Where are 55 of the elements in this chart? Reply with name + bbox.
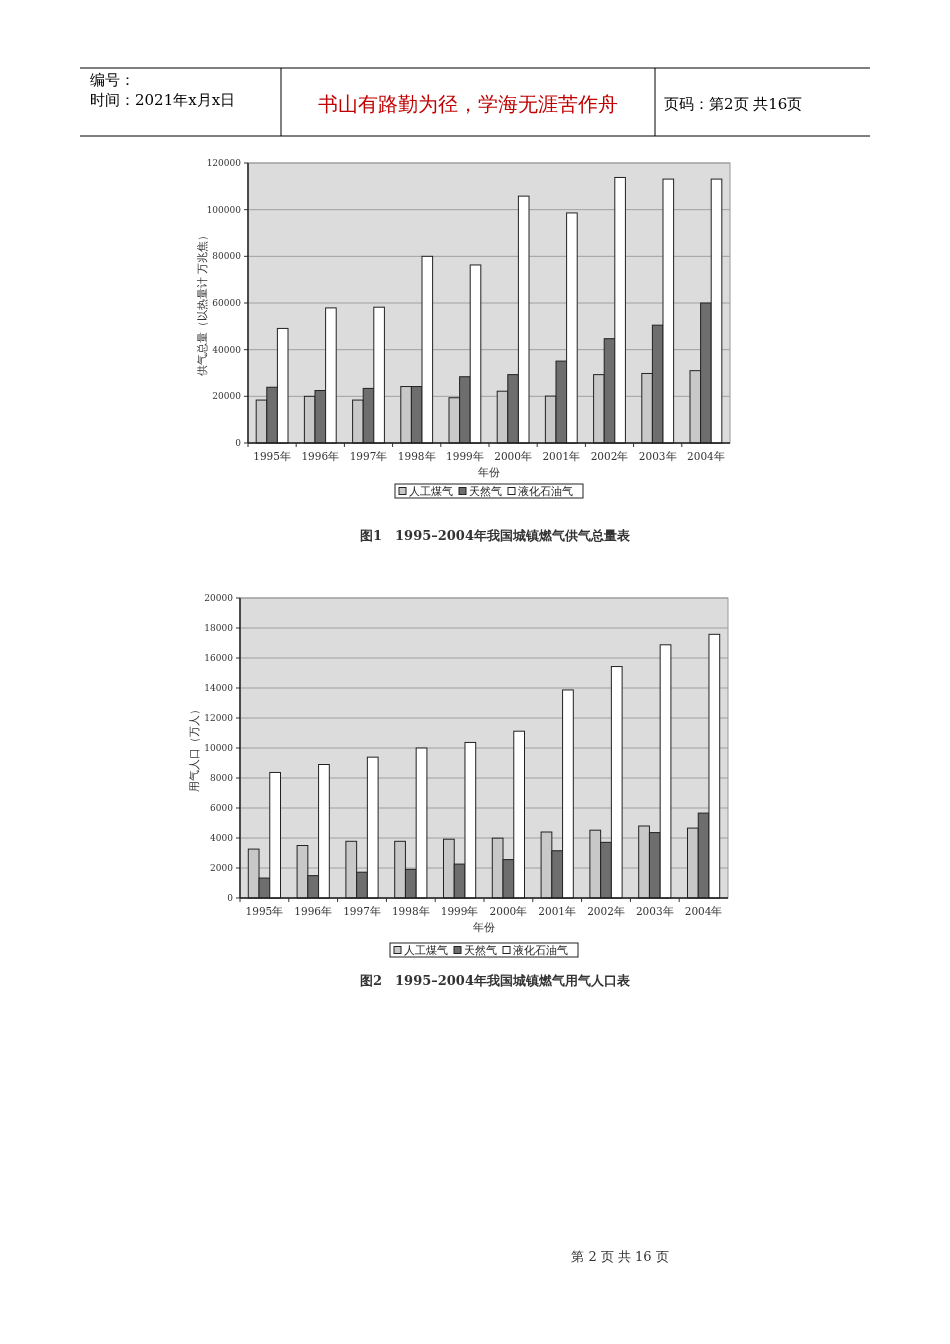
legend-label: 液化石油气 [518,485,573,497]
x-tick-label: 1997年 [349,450,388,462]
x-tick-label: 1996年 [301,450,340,462]
y-tick-label: 8000 [210,773,234,783]
y-tick-label: 80000 [212,251,242,262]
legend-label: 天然气 [464,944,497,956]
x-tick-label: 2001年 [538,905,577,917]
legend-label: 人工煤气 [404,944,448,956]
x-tick-label: 2002年 [587,905,625,917]
text: 编号： [90,71,135,89]
x-tick-label: 2003年 [635,905,674,917]
x-tick-label: 2002年 [590,450,629,462]
x-tick-label: 1995年 [253,450,291,462]
y-tick-label: 16000 [204,653,234,663]
text: 时间：2021年x月x日 [90,91,236,109]
legend-label: 人工煤气 [409,485,453,497]
x-tick-label: 1999年 [446,450,484,462]
text: 图2 1995–2004年我国城镇燃气用气人口表 [360,973,631,988]
x-axis-title: 年份 [478,466,500,478]
y-tick-label: 18000 [204,623,234,633]
y-tick-label: 40000 [212,344,242,355]
text: 图1 1995–2004年我国城镇燃气供气总量表 [360,528,631,543]
y-axis-title: 用气人口（万人） [188,704,200,792]
x-tick-label: 2004年 [687,450,725,462]
x-tick-label: 2003年 [638,450,677,462]
x-tick-label: 1999年 [440,905,479,917]
x-tick-label: 1995年 [245,905,284,917]
x-axis-title: 年份 [473,921,495,933]
y-tick-label: 0 [227,893,234,903]
x-tick-label: 2001年 [542,450,581,462]
y-axis-title: 供气总量（以热量计 万兆焦） [196,229,208,377]
x-tick-label: 2000年 [494,450,532,462]
text: 第 2 页 共 16 页 [571,1249,669,1264]
x-tick-label: 2000年 [489,905,528,917]
x-tick-label: 1998年 [391,905,430,917]
text: 书山有路勤为径，学海无涯苦作舟 [318,92,618,116]
text: 页码：第2页 共16页 [664,95,803,113]
y-tick-label: 2000 [210,863,234,873]
legend-label: 液化石油气 [513,944,568,956]
x-tick-label: 1997年 [343,905,381,917]
y-tick-label: 20000 [204,593,234,603]
y-tick-label: 6000 [210,803,234,813]
y-tick-label: 12000 [204,713,234,723]
y-tick-label: 120000 [206,158,242,168]
legend-label: 天然气 [469,485,502,497]
y-tick-label: 14000 [204,683,234,693]
y-tick-label: 60000 [212,298,242,308]
x-tick-label: 1998年 [397,450,436,462]
y-tick-label: 20000 [212,391,242,402]
y-tick-label: 10000 [204,743,234,753]
x-tick-label: 1996年 [294,905,333,917]
y-tick-label: 4000 [210,833,234,843]
x-tick-label: 2004年 [684,905,723,917]
y-tick-label: 100000 [206,204,242,215]
y-tick-label: 0 [235,438,242,448]
